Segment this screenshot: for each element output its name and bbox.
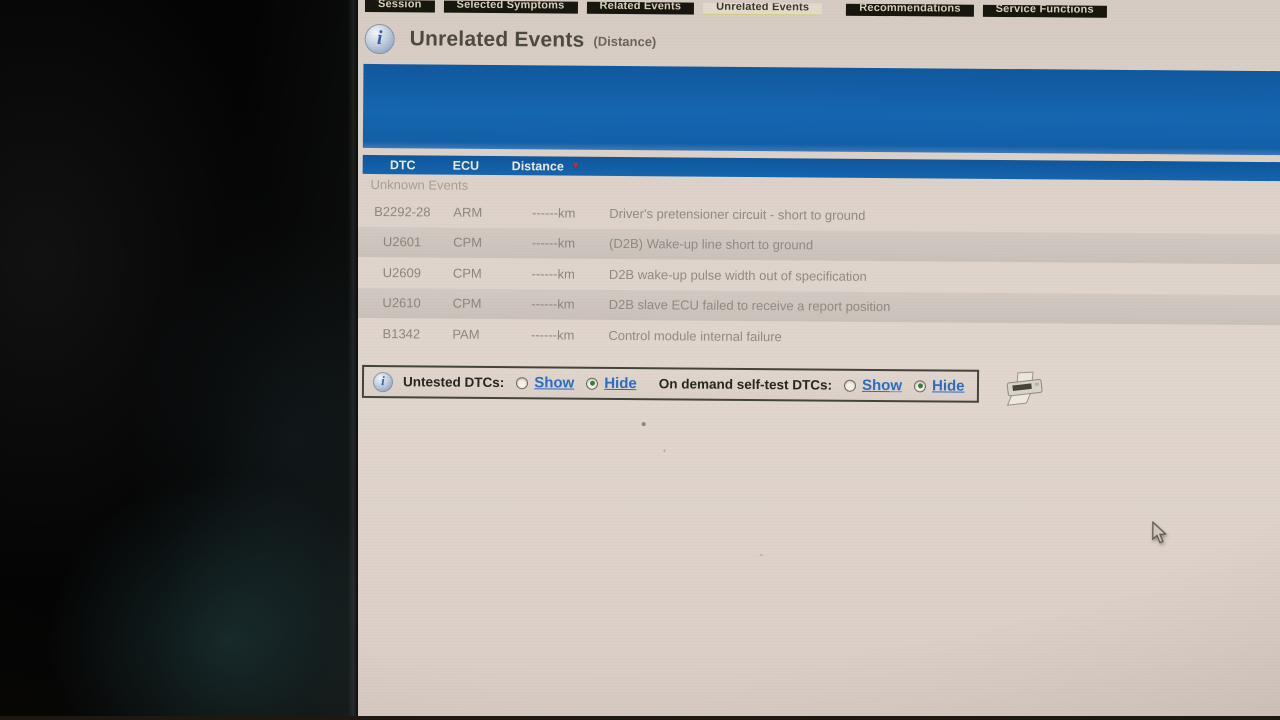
cell-distance: ------km bbox=[531, 266, 575, 282]
bottom-bezel bbox=[0, 716, 1280, 720]
cell-description: (D2B) Wake-up line short to ground bbox=[609, 236, 814, 253]
cell-ecu: CPM bbox=[452, 295, 482, 312]
dtc-options-bar: Untested DTCs: Show Hide On demand self-… bbox=[361, 364, 980, 403]
group-label: Unknown Events bbox=[370, 176, 469, 193]
monitor-bezel-dark-area bbox=[0, 0, 358, 720]
ondemand-hide-radio[interactable] bbox=[914, 379, 927, 392]
table-row[interactable]: B1342 PAM ------km Control module intern… bbox=[358, 318, 1280, 356]
page-header: Unrelated Events (Distance) bbox=[364, 19, 657, 61]
cell-ecu: ARM bbox=[453, 204, 483, 220]
cell-description: D2B wake-up pulse width out of specifica… bbox=[608, 266, 867, 284]
info-icon bbox=[372, 371, 394, 392]
tab-unrelated-events[interactable]: Unrelated Events bbox=[703, 0, 823, 17]
page-title: Unrelated Events bbox=[409, 27, 585, 52]
blue-banner bbox=[362, 63, 1280, 156]
table-header: DTC ECU Distance ▼ bbox=[362, 154, 1280, 182]
cell-description: D2B slave ECU failed to receive a report… bbox=[608, 297, 891, 315]
column-header-distance[interactable]: Distance ▼ bbox=[511, 158, 581, 174]
event-table: B2292-28 ARM ------km Driver's pretensio… bbox=[358, 196, 1280, 356]
cell-description: Driver's pretensioner circuit - short to… bbox=[609, 205, 866, 223]
dust-speck bbox=[641, 422, 646, 427]
ondemand-dtcs-label: On demand self-test DTCs: bbox=[658, 376, 833, 393]
cell-distance: ------km bbox=[531, 296, 575, 312]
page-subtitle: (Distance) bbox=[593, 33, 657, 49]
tab-selected-symptoms[interactable]: Selected Symptoms bbox=[443, 0, 578, 15]
untested-show-radio[interactable] bbox=[516, 376, 529, 389]
tab-service-functions[interactable]: Service Functions bbox=[982, 0, 1107, 18]
dust-speck bbox=[663, 449, 666, 453]
untested-show-link[interactable]: Show bbox=[534, 374, 575, 392]
mouse-cursor bbox=[1151, 520, 1169, 545]
sort-desc-icon: ▼ bbox=[570, 160, 581, 172]
dust-speck bbox=[759, 554, 763, 557]
cell-ecu: PAM bbox=[452, 326, 480, 342]
cell-distance: ------km bbox=[531, 235, 576, 251]
tab-related-events[interactable]: Related Events bbox=[586, 0, 695, 16]
cell-ecu: CPM bbox=[452, 265, 482, 281]
cell-dtc: U2610 bbox=[382, 295, 421, 311]
column-header-ecu[interactable]: ECU bbox=[452, 158, 480, 173]
cell-description: Control module internal failure bbox=[608, 327, 782, 344]
cell-dtc: U2601 bbox=[382, 234, 422, 250]
untested-hide-link[interactable]: Hide bbox=[604, 374, 637, 393]
cell-distance: ------km bbox=[531, 327, 575, 343]
tab-recommendations[interactable]: Recommendations bbox=[846, 0, 974, 18]
cell-dtc: U2609 bbox=[382, 264, 422, 281]
ondemand-hide-link[interactable]: Hide bbox=[931, 377, 965, 395]
tab-bar: Session Selected Symptoms Related Events… bbox=[364, 0, 1116, 18]
column-header-dtc[interactable]: DTC bbox=[389, 157, 416, 172]
tab-session[interactable]: Session bbox=[364, 0, 435, 14]
ondemand-show-link[interactable]: Show bbox=[861, 376, 903, 395]
cell-distance: ------km bbox=[531, 205, 576, 221]
cell-dtc: B1342 bbox=[382, 325, 421, 342]
cell-dtc: B2292-28 bbox=[374, 203, 431, 220]
info-icon bbox=[364, 23, 395, 55]
untested-hide-radio[interactable] bbox=[586, 377, 599, 390]
printer-icon[interactable] bbox=[1000, 369, 1050, 412]
bezel-edge bbox=[348, 0, 358, 720]
ondemand-show-radio[interactable] bbox=[844, 379, 857, 392]
untested-dtcs-label: Untested DTCs: bbox=[402, 374, 505, 391]
screen: Session Selected Symptoms Related Events… bbox=[358, 0, 1280, 717]
cell-ecu: CPM bbox=[453, 234, 483, 251]
